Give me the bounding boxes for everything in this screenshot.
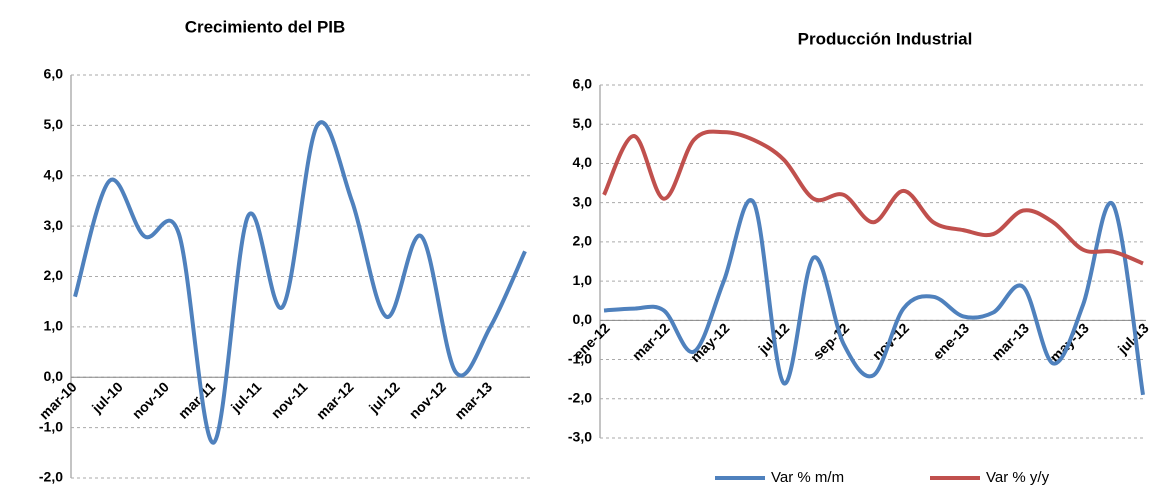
y-tick-label: 5,0 bbox=[44, 116, 64, 132]
y-tick-label: 1,0 bbox=[573, 272, 593, 288]
x-tick-label: jul-13 bbox=[1114, 320, 1149, 358]
legend-label: Var % m/m bbox=[771, 469, 844, 486]
y-tick-label: 1,0 bbox=[44, 318, 64, 334]
x-tick-label: mar-12 bbox=[629, 320, 673, 364]
x-tick-label: ene-13 bbox=[929, 320, 972, 363]
x-tick-label: mar-12 bbox=[313, 379, 357, 423]
chart-title: Producción Industrial bbox=[798, 29, 973, 48]
y-tick-label: 3,0 bbox=[573, 193, 593, 209]
y-tick-label: -1,0 bbox=[39, 418, 63, 434]
x-tick-label: sep-12 bbox=[810, 320, 853, 363]
y-tick-label: -2,0 bbox=[568, 389, 592, 405]
x-tick-label: mar-13 bbox=[451, 379, 495, 423]
data-line bbox=[603, 198, 1145, 396]
x-tick-label: nov-11 bbox=[268, 379, 311, 422]
x-tick-label: jul-12 bbox=[365, 379, 403, 417]
y-tick-label: 4,0 bbox=[573, 154, 593, 170]
x-tick-label: mar-10 bbox=[36, 379, 80, 423]
y-tick-label: 6,0 bbox=[44, 66, 64, 82]
data-line bbox=[602, 129, 1144, 266]
y-tick-label: 2,0 bbox=[44, 267, 64, 283]
y-tick-label: 3,0 bbox=[44, 217, 64, 233]
x-tick-label: mar-11 bbox=[175, 379, 218, 422]
x-tick-label: nov-10 bbox=[129, 379, 172, 422]
x-tick-label: jul-10 bbox=[88, 379, 126, 417]
y-tick-label: 5,0 bbox=[573, 115, 593, 131]
y-tick-label: -1,0 bbox=[568, 350, 592, 366]
chart-title: Crecimiento del PIB bbox=[185, 17, 346, 36]
y-tick-label: 2,0 bbox=[573, 233, 593, 249]
x-tick-label: nov-12 bbox=[406, 379, 449, 422]
legend-label: Var % y/y bbox=[986, 469, 1050, 486]
x-tick-label: mar-13 bbox=[988, 320, 1032, 364]
y-tick-label: 0,0 bbox=[573, 311, 593, 327]
y-tick-label: -3,0 bbox=[568, 429, 592, 445]
y-tick-label: 0,0 bbox=[44, 368, 64, 384]
y-tick-label: 4,0 bbox=[44, 166, 64, 182]
x-tick-label: jul-11 bbox=[227, 379, 264, 416]
y-tick-label: -2,0 bbox=[39, 469, 63, 485]
data-line bbox=[73, 120, 527, 445]
y-tick-label: 6,0 bbox=[573, 76, 593, 92]
